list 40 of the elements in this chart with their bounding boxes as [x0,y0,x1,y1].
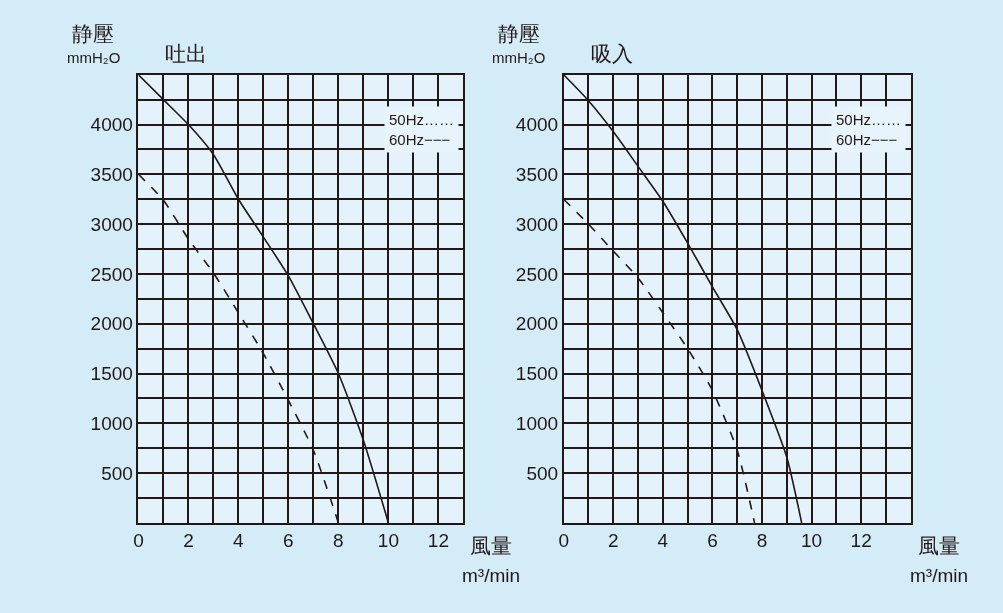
y-tick-label: 3000 [515,213,559,235]
y-tick-label: 3500 [515,164,559,186]
y-axis-title: 静壓 mmH₂O [67,22,121,66]
y-tick-label: 4000 [515,114,559,136]
x-axis-title: 風量 m³/min [462,534,521,586]
y-tick-label: 1500 [90,363,133,385]
x-tick-label: 10 [801,530,823,552]
y-tick-label: 2000 [90,313,133,335]
y-tick-label: 500 [526,462,559,484]
annotation: 50Hz…… [836,111,902,128]
y-tick-label: 1000 [515,412,559,434]
x-tick-label: 12 [427,530,449,552]
y-tick-label: 2500 [90,263,133,285]
chart-title: 吸入 [591,42,633,65]
x-tick-label: 0 [133,530,144,552]
x-axis-title: 風量 m³/min [910,534,969,586]
annotation: 60Hz−−− [389,130,451,148]
y-tick-label: 1000 [90,412,133,434]
y-tick-label: 1500 [515,363,559,385]
x-tick-label: 4 [657,530,669,552]
x-tick-label: 0 [558,530,569,552]
x-tick-label: 6 [707,530,718,552]
x-tick-label: 2 [183,530,194,552]
y-tick-label: 2000 [515,313,559,335]
x-tick-label: 12 [850,530,872,552]
x-tick-label: 6 [283,530,294,552]
annotation: 50Hz…… [389,111,455,128]
y-axis-title: 静壓 mmH₂O [492,22,546,66]
x-tick-label: 10 [377,530,399,552]
y-tick-label: 500 [101,462,133,484]
y-tick-label: 3500 [90,164,133,186]
y-tick-label: 4000 [90,114,133,136]
x-tick-label: 8 [756,530,768,552]
chart-title: 吐出 [165,42,207,65]
x-tick-label: 4 [233,530,245,552]
y-tick-label: 2500 [515,263,559,285]
annotation: 60Hz−−− [836,130,898,148]
x-tick-label: 2 [607,530,619,552]
y-tick-label: 3000 [90,213,133,235]
x-tick-label: 8 [333,530,344,552]
